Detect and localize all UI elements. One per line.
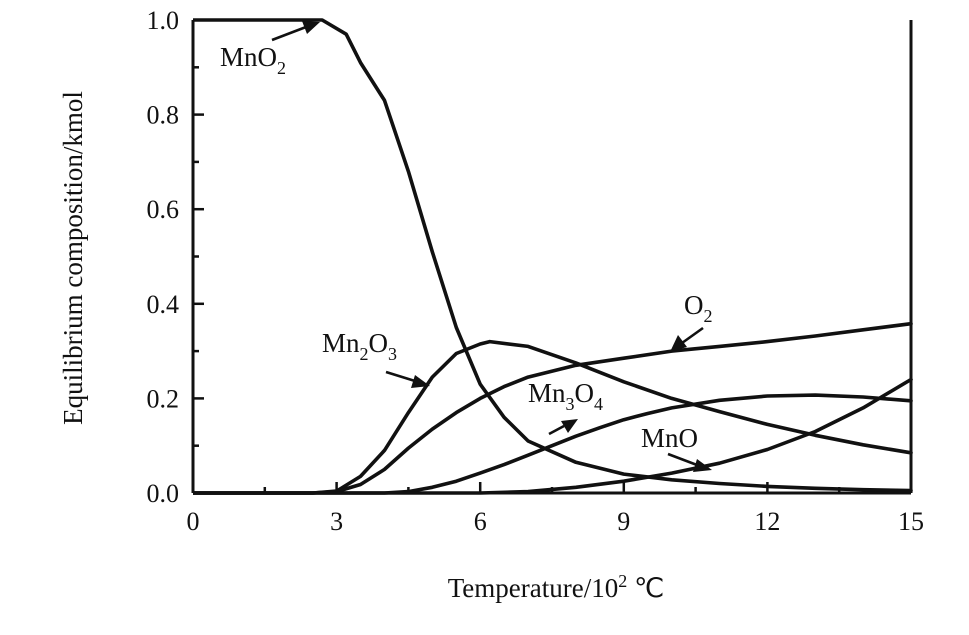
- y-tick-label: 1.0: [147, 6, 180, 35]
- label-mn3o4: Mn3O4: [528, 378, 603, 414]
- series-annotations: MnO2 Mn2O3 O2 Mn3O4 MnO: [220, 21, 713, 472]
- arrow-mno2: [271, 21, 320, 42]
- label-mn3o4-sub2: 4: [594, 394, 603, 414]
- x-tick-label: 3: [330, 507, 343, 536]
- label-o2: O2: [684, 290, 713, 326]
- label-mno2: MnO2: [220, 42, 286, 78]
- label-mn2o3-sub: 2: [360, 344, 369, 364]
- label-mn2o3-main2: O: [369, 328, 389, 358]
- arrow-mno2-shaft: [271, 25, 307, 42]
- x-tick-label: 9: [617, 507, 630, 536]
- x-tick-label: 12: [754, 507, 780, 536]
- arrow-o2-head: [670, 335, 687, 352]
- x-axis-title-main: Temperature/10: [448, 573, 619, 603]
- x-tick-label: 15: [898, 507, 924, 536]
- x-axis-title-unit: ℃: [627, 573, 664, 603]
- arrow-mno2-head: [302, 21, 320, 34]
- y-axis-title: Equilibrium composition/kmol: [58, 91, 88, 425]
- label-o2-main: O: [684, 290, 704, 320]
- label-mno2-main: MnO: [220, 42, 277, 72]
- series-line-o2: [193, 321, 913, 495]
- x-axis-title: Temperature/102 ℃: [448, 571, 665, 603]
- y-tick-label: 0.2: [147, 384, 180, 413]
- arrow-o2: [670, 326, 704, 352]
- arrow-mn2o3-shaft: [385, 370, 416, 383]
- arrow-mn2o3-head: [411, 375, 430, 388]
- label-mno: MnO: [641, 423, 698, 453]
- arrow-mn3o4-head: [561, 419, 578, 433]
- plot-frame: [191, 20, 913, 495]
- x-tick-label: 0: [187, 507, 200, 536]
- arrow-mn2o3: [385, 370, 430, 388]
- arrow-mn3o4: [548, 419, 578, 436]
- label-mn3o4-main2: O: [575, 378, 595, 408]
- arrow-mno: [667, 452, 712, 472]
- axis-tick-labels: 0 3 6 9 12 15 0.0 0.2 0.4 0.6 0.8 1.0: [147, 6, 925, 536]
- series-curves: [193, 18, 913, 495]
- arrow-o2-shaft: [681, 326, 704, 345]
- label-mn3o4-main: Mn: [528, 378, 566, 408]
- label-mno2-sub: 2: [277, 58, 286, 78]
- label-mn3o4-sub: 3: [566, 394, 575, 414]
- label-mn2o3: Mn2O3: [322, 328, 397, 364]
- series-line-mno: [193, 377, 913, 495]
- series-line-mno2: [193, 18, 913, 493]
- arrow-mno-shaft: [667, 452, 698, 467]
- series-line-mn3o4: [193, 393, 913, 495]
- arrow-mn3o4-shaft: [548, 424, 565, 436]
- y-tick-label: 0.6: [147, 195, 180, 224]
- label-mn2o3-sub2: 3: [388, 344, 397, 364]
- arrow-mno-head: [693, 459, 712, 472]
- y-tick-label: 0.4: [147, 290, 180, 319]
- y-tick-label: 0.0: [147, 479, 180, 508]
- label-mn2o3-main: Mn: [322, 328, 360, 358]
- label-o2-sub: 2: [704, 306, 713, 326]
- axis-ticks: [191, 18, 913, 495]
- label-mno-main: MnO: [641, 423, 698, 453]
- x-tick-label: 6: [474, 507, 487, 536]
- y-tick-label: 0.8: [147, 101, 180, 130]
- x-axis-title-sup: 2: [618, 571, 627, 591]
- series-line-mn2o3: [193, 339, 913, 495]
